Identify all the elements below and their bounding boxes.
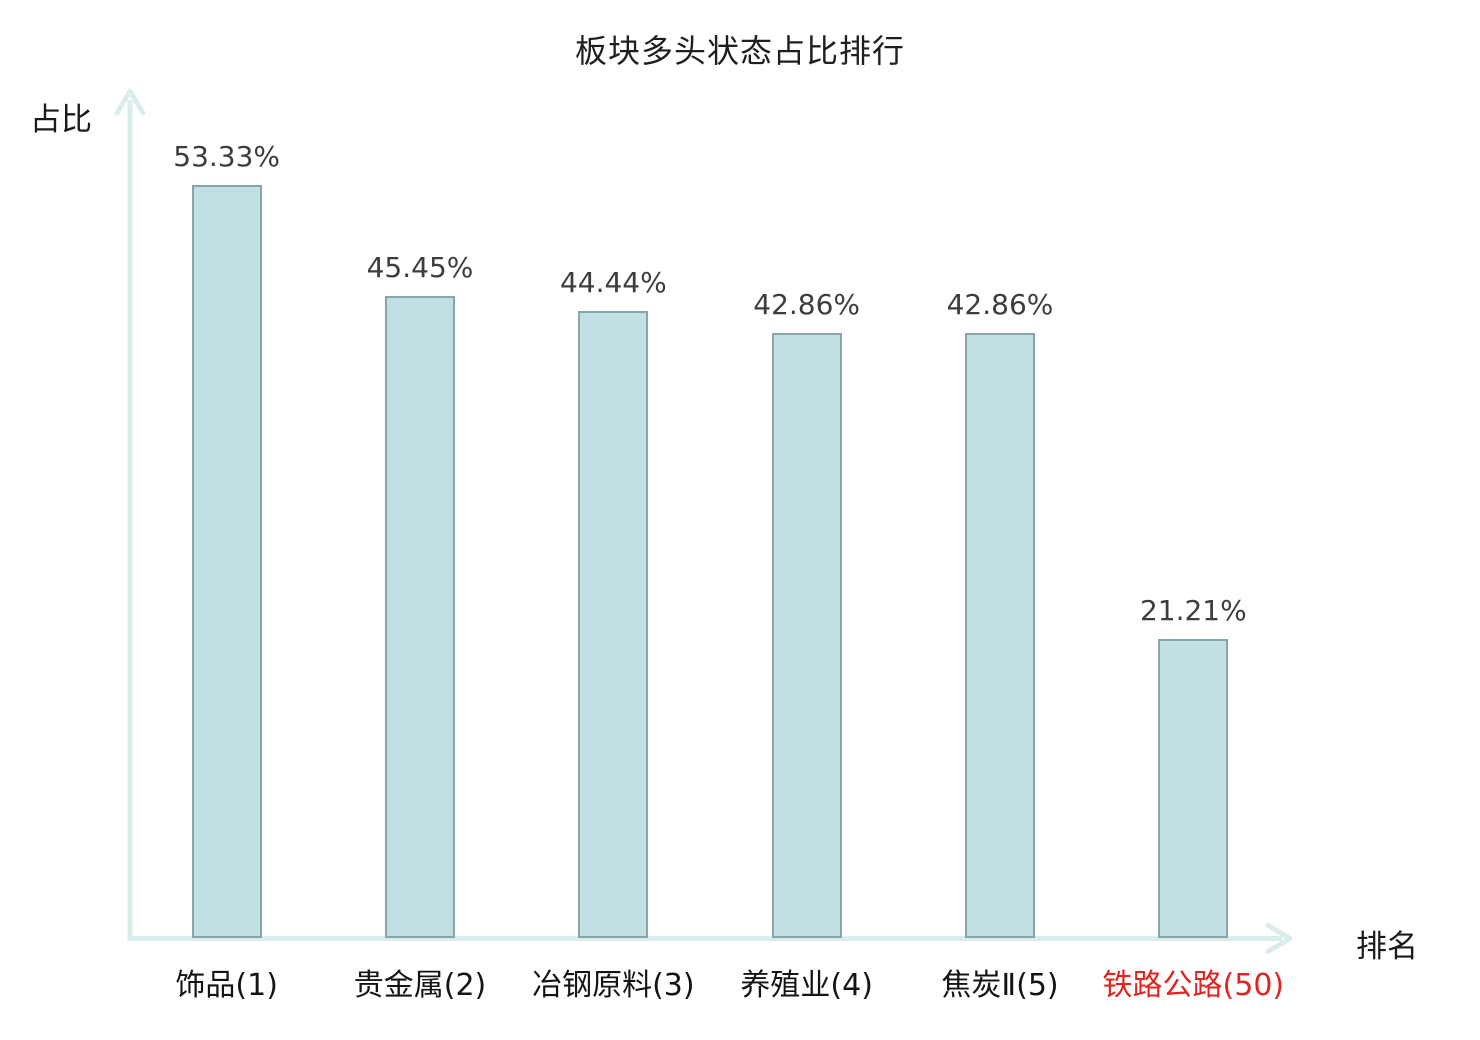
category-label: 饰品(1) — [175, 968, 278, 1003]
category-label: 冶钢原料(3) — [532, 968, 695, 1003]
bar-value-label: 45.45% — [366, 251, 474, 284]
x-axis-label: 排名 — [1356, 929, 1418, 965]
bar — [191, 185, 262, 938]
bar-value-label: 42.86% — [946, 288, 1054, 321]
chart-title: 板块多头状态占比排行 — [574, 32, 905, 70]
y-axis-label: 占比 — [30, 102, 92, 138]
category-label: 铁路公路(50) — [1102, 968, 1285, 1003]
bar-value-label: 53.33% — [173, 140, 281, 173]
category-label: 贵金属(2) — [353, 968, 487, 1003]
x-axis-arrow-icon — [1265, 923, 1293, 954]
category-label: 焦炭Ⅱ(5) — [941, 968, 1059, 1003]
bar — [385, 296, 455, 938]
bar — [1158, 639, 1229, 938]
y-axis-arrow-icon — [114, 88, 146, 116]
bar-value-label: 21.21% — [1139, 594, 1247, 627]
bar — [771, 333, 842, 938]
category-label: 养殖业(4) — [740, 968, 873, 1003]
bar — [965, 333, 1035, 938]
bar — [578, 311, 649, 938]
bar-value-label: 44.44% — [559, 266, 667, 299]
bar-value-label: 42.86% — [753, 288, 861, 321]
